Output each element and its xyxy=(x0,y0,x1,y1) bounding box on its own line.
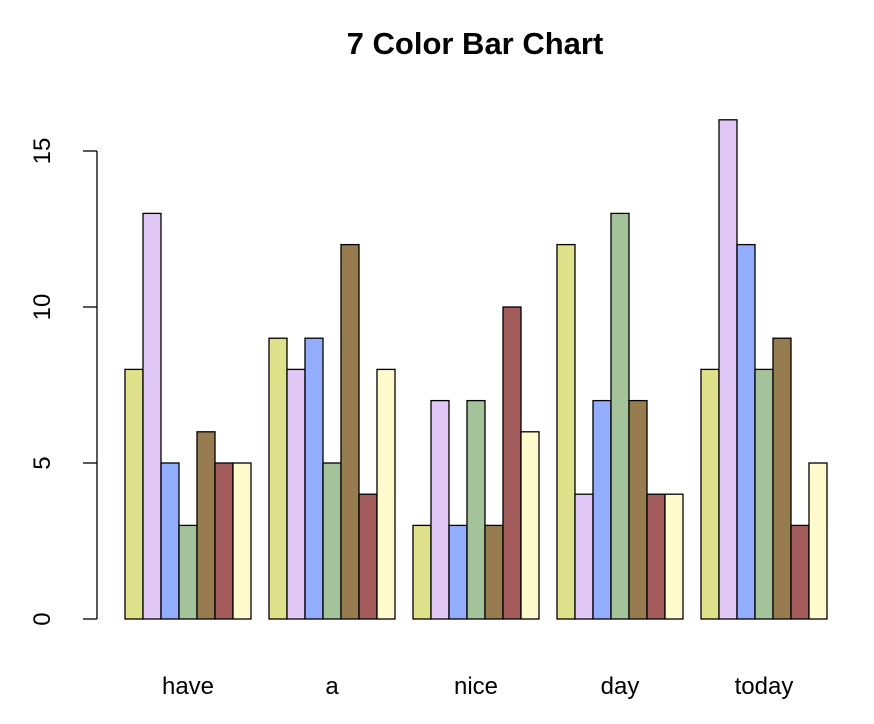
bar-day-series-7 xyxy=(664,493,684,620)
bar-nice-series-1 xyxy=(412,524,432,620)
bar-today-series-7 xyxy=(808,462,828,620)
bar-day-series-1 xyxy=(556,243,576,620)
bar-today-series-1 xyxy=(700,368,720,620)
bar-a-series-1 xyxy=(268,337,288,620)
y-axis: 0 5 10 15 xyxy=(29,138,98,626)
bar-a-series-2 xyxy=(286,368,306,620)
bar-today-series-3 xyxy=(736,243,756,620)
bar-nice-series-3 xyxy=(448,524,468,620)
y-tick-label: 15 xyxy=(29,138,56,165)
bar-nice-series-7 xyxy=(520,431,540,620)
bar-have-series-4 xyxy=(178,524,198,620)
x-tick-label: nice xyxy=(454,673,498,700)
bar-have-series-2 xyxy=(142,212,162,620)
bar-a-series-5 xyxy=(340,243,360,620)
x-axis-labels: have a nice day today xyxy=(162,673,793,700)
bar-have-series-5 xyxy=(196,431,216,620)
bar-today-series-5 xyxy=(772,337,792,620)
bar-nice-series-5 xyxy=(484,524,504,620)
bar-nice-series-6 xyxy=(502,306,522,620)
bar-have-series-6 xyxy=(214,462,234,620)
bar-today-series-6 xyxy=(790,524,810,620)
bar-nice-series-4 xyxy=(466,399,486,620)
y-tick-label: 10 xyxy=(29,294,56,321)
bar-day-series-5 xyxy=(628,399,648,620)
bar-a-series-4 xyxy=(322,462,342,620)
bar-a-series-3 xyxy=(304,337,324,620)
bar-today-series-2 xyxy=(718,119,738,620)
x-tick-label: have xyxy=(162,673,214,700)
bars xyxy=(124,119,828,620)
bar-have-series-3 xyxy=(160,462,180,620)
x-tick-label: day xyxy=(601,673,640,700)
bar-day-series-6 xyxy=(646,493,666,620)
bar-a-series-6 xyxy=(358,493,378,620)
bar-day-series-3 xyxy=(592,399,612,620)
chart-title: 7 Color Bar Chart xyxy=(347,26,604,61)
x-tick-label: a xyxy=(325,673,339,700)
bar-day-series-4 xyxy=(610,212,630,620)
y-tick-label: 0 xyxy=(29,612,56,625)
bar-today-series-4 xyxy=(754,368,774,620)
bar-day-series-2 xyxy=(574,493,594,620)
x-tick-label: today xyxy=(735,673,794,700)
bar-have-series-7 xyxy=(232,462,252,620)
bar-a-series-7 xyxy=(376,368,396,620)
bar-nice-series-2 xyxy=(430,399,450,620)
bar-have-series-1 xyxy=(124,368,144,620)
y-tick-label: 5 xyxy=(29,456,56,469)
